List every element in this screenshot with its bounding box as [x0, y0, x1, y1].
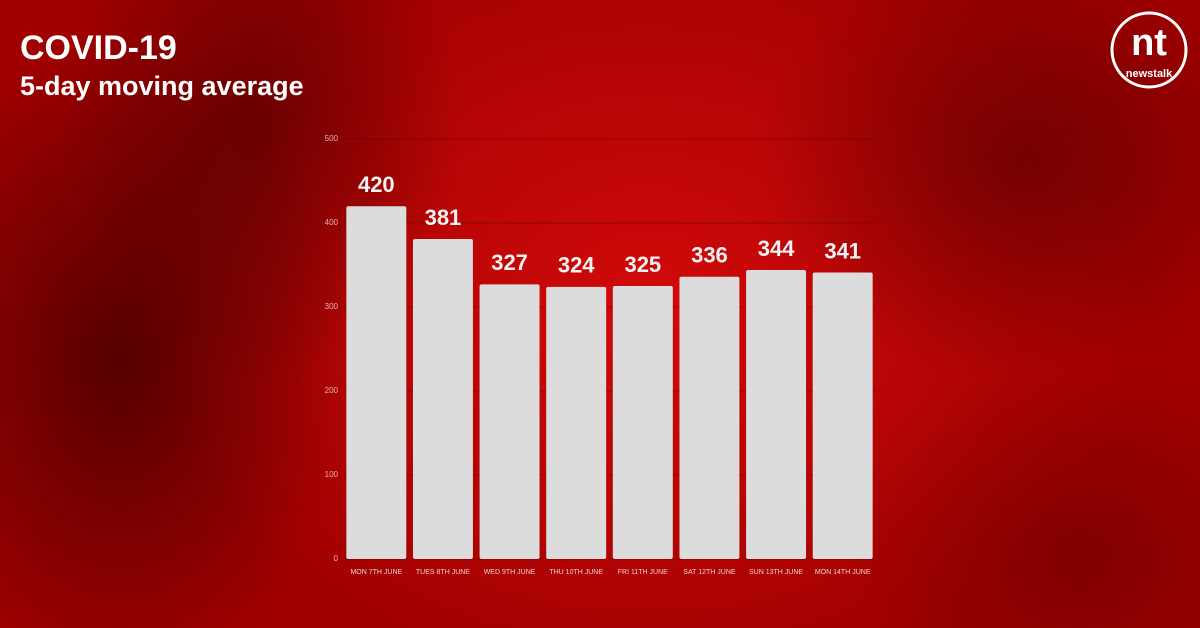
logo-mark: nt	[1131, 22, 1167, 64]
y-tick-label: 100	[325, 470, 339, 479]
y-tick-label: 500	[325, 134, 339, 143]
y-tick-label: 0	[334, 554, 339, 563]
bar	[346, 206, 407, 559]
value-label: 344	[758, 236, 795, 261]
bar	[679, 276, 740, 559]
value-label: 325	[624, 252, 661, 277]
y-tick-label: 400	[325, 218, 339, 227]
bar	[412, 238, 473, 559]
logo-name: newstalk	[1126, 68, 1173, 80]
x-tick-label: SAT 12TH JUNE	[683, 569, 736, 576]
chart-subtitle: 5-day moving average	[20, 71, 304, 101]
x-tick-label: WED 9TH JUNE	[484, 569, 536, 576]
y-tick-label: 200	[325, 386, 339, 395]
value-label: 336	[691, 243, 728, 268]
x-tick-label: SUN 13TH JUNE	[749, 569, 803, 576]
bar	[812, 272, 873, 559]
bar	[546, 286, 607, 559]
logo: nt newstalk	[1110, 11, 1188, 89]
value-label: 420	[358, 172, 395, 197]
x-tick-label: TUES 8TH JUNE	[416, 569, 470, 576]
x-tick-label: THU 10TH JUNE	[549, 569, 603, 576]
x-tick-label: MON 7TH JUNE	[350, 569, 402, 576]
value-label: 381	[425, 205, 462, 230]
chart-title: COVID-19	[20, 29, 177, 67]
y-tick-label: 300	[325, 302, 339, 311]
value-label: 341	[824, 238, 861, 263]
bar	[479, 284, 540, 559]
logo-ring	[1110, 11, 1188, 89]
value-label: 324	[558, 253, 595, 278]
bar	[612, 286, 673, 559]
x-tick-label: FRI 11TH JUNE	[618, 569, 668, 576]
bar	[746, 270, 807, 559]
x-tick-label: MON 14TH JUNE	[815, 569, 871, 576]
value-label: 327	[491, 250, 528, 275]
